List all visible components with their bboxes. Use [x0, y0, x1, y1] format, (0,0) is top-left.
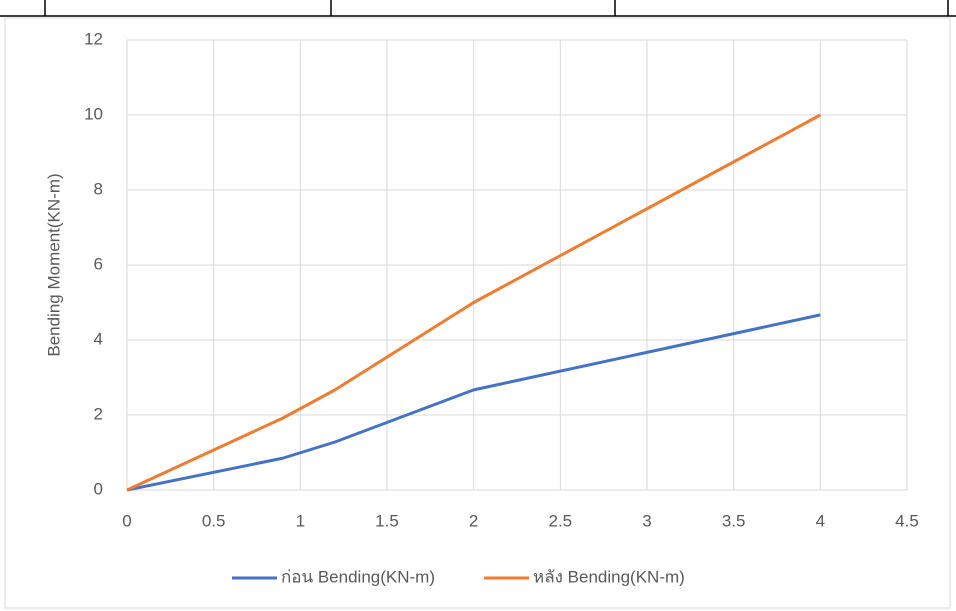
line [126, 313, 821, 492]
line [126, 113, 822, 492]
legend-label: หลัง Bending(KN-m) [533, 567, 685, 586]
legend-label: ก่อน Bending(KN-m) [281, 567, 435, 586]
x-tick-label: 1.5 [375, 511, 399, 530]
x-tick-label: 3 [642, 511, 651, 530]
x-tick-label: 0 [122, 511, 131, 530]
y-tick-label: 2 [94, 404, 103, 423]
y-tick-label: 4 [94, 329, 103, 348]
x-tick-label: 0.5 [202, 511, 226, 530]
x-tick-label: 4 [816, 511, 825, 530]
x-tick-label: 4.5 [895, 511, 919, 530]
y-tick-label: 8 [94, 179, 103, 198]
x-tick-label: 1 [296, 511, 305, 530]
x-tick-label: 2.5 [549, 511, 573, 530]
y-axis-label: Bending Moment(KN-m) [44, 173, 63, 356]
table-strip [0, 0, 956, 17]
chart-border [4, 17, 951, 609]
y-tick-label: 10 [84, 104, 103, 123]
x-tick-label: 3.5 [722, 511, 746, 530]
x-tick-label: 2 [469, 511, 478, 530]
y-tick-label: 0 [94, 479, 103, 498]
y-tick-label: 6 [94, 254, 103, 273]
y-tick-label: 12 [84, 29, 103, 48]
